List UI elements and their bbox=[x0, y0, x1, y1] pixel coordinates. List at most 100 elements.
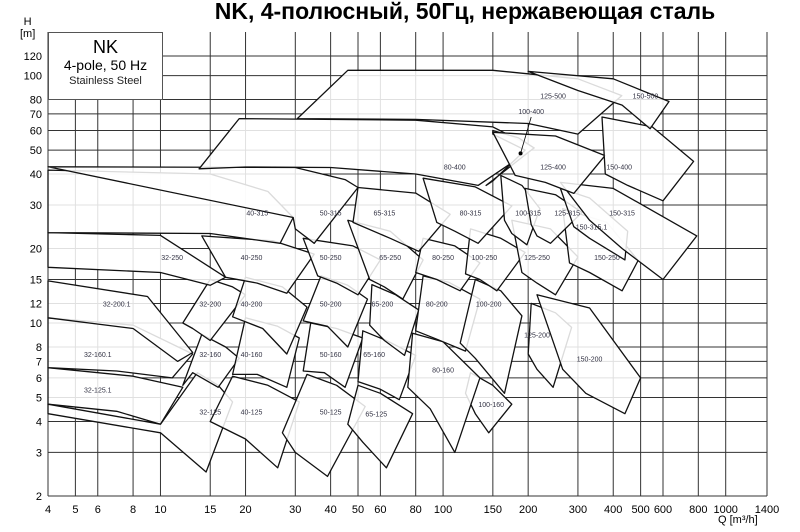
x-tick-label: 1000 bbox=[713, 504, 737, 516]
pump-label-80-160: 80-160 bbox=[432, 367, 454, 374]
x-tick-label: 20 bbox=[239, 504, 251, 516]
pump-label-40-200: 40-200 bbox=[241, 301, 263, 308]
pump-label-40-315: 40-315 bbox=[246, 210, 268, 217]
y-tick-label: 100 bbox=[24, 71, 42, 83]
legend-line-1: NK bbox=[92, 37, 118, 57]
pump-range-32-200.1 bbox=[47, 280, 194, 363]
y-tick-label: 7 bbox=[36, 356, 42, 368]
pump-label-32-200: 32-200 bbox=[199, 301, 221, 308]
legend-line-3: Stainless Steel bbox=[69, 75, 142, 87]
y-tick-label: 40 bbox=[30, 169, 42, 181]
pump-range-150-500 bbox=[527, 70, 670, 130]
pump-range-150-400 bbox=[601, 116, 695, 202]
y-tick-label: 120 bbox=[24, 51, 42, 63]
pump-label-100-200: 100-200 bbox=[476, 301, 502, 308]
x-tick-label: 40 bbox=[324, 504, 336, 516]
pump-range-32-160 bbox=[182, 333, 240, 388]
pump-label-150-400: 150-400 bbox=[606, 164, 632, 171]
pump-range-100-250 bbox=[464, 228, 526, 292]
x-tick-label: 800 bbox=[689, 504, 707, 516]
pump-label-65-250: 65-250 bbox=[379, 255, 401, 262]
pump-label-150-315.1: 150-315.1 bbox=[576, 225, 608, 232]
pump-range-100-200 bbox=[459, 278, 523, 394]
pump-label-65-160: 65-160 bbox=[363, 352, 385, 359]
x-tick-label: 1400 bbox=[755, 504, 779, 516]
pump-label-50-200: 50-200 bbox=[320, 301, 342, 308]
y-tick-label: 5 bbox=[36, 393, 42, 405]
pump-range-125-315 bbox=[524, 187, 583, 244]
legend-box: NK 4-pole, 50 Hz Stainless Steel bbox=[48, 32, 163, 100]
y-tick-label: 6 bbox=[36, 373, 42, 385]
y-tick-label: 70 bbox=[30, 109, 42, 121]
pump-label-50-125: 50-125 bbox=[320, 409, 342, 416]
pump-range-50-315 bbox=[47, 166, 359, 244]
y-tick-label: 60 bbox=[30, 125, 42, 137]
pump-label-125-500: 125-500 bbox=[540, 94, 566, 101]
pump-label-65-315: 65-315 bbox=[374, 210, 396, 217]
pump-label-100-315: 100-315 bbox=[515, 210, 541, 217]
x-tick-label: 400 bbox=[604, 504, 622, 516]
pump-label-125-250: 125-250 bbox=[524, 255, 550, 262]
y-tick-label: 30 bbox=[30, 200, 42, 212]
pump-label-40-160: 40-160 bbox=[241, 352, 263, 359]
y-tick-label: 12 bbox=[30, 298, 42, 310]
pump-range-150-200 bbox=[536, 294, 642, 415]
y-tick-label: 15 bbox=[30, 274, 42, 286]
pump-label-32-125.1: 32-125.1 bbox=[84, 387, 112, 394]
pump-label-32-250: 32-250 bbox=[161, 255, 183, 262]
y-axis-label-symbol: H bbox=[23, 16, 32, 28]
y-tick-label: 50 bbox=[30, 145, 42, 157]
x-tick-label: 30 bbox=[289, 504, 301, 516]
pump-label-50-250: 50-250 bbox=[320, 255, 342, 262]
pump-label-50-315: 50-315 bbox=[320, 210, 342, 217]
legend-line-2: 4-pole, 50 Hz bbox=[63, 57, 148, 73]
x-tick-label: 500 bbox=[631, 504, 649, 516]
pump-label-65-200: 65-200 bbox=[372, 301, 394, 308]
pump-label-50-160: 50-160 bbox=[320, 352, 342, 359]
y-tick-label: 80 bbox=[30, 95, 42, 107]
pump-label-32-160.1: 32-160.1 bbox=[84, 352, 112, 359]
y-tick-label: 2 bbox=[36, 491, 42, 503]
pump-label-32-200.1: 32-200.1 bbox=[103, 301, 131, 308]
x-tick-label: 50 bbox=[352, 504, 364, 516]
pump-label-125-315: 125-315 bbox=[554, 210, 580, 217]
y-axis-label: H [m] bbox=[20, 16, 35, 40]
x-tick-label: 150 bbox=[484, 504, 502, 516]
pump-range-50-125 bbox=[281, 373, 366, 478]
x-tick-label: 8 bbox=[130, 504, 136, 516]
pump-label-125-200: 125-200 bbox=[524, 332, 550, 339]
x-axis-label: Q [m³/h] bbox=[718, 514, 758, 526]
pump-label-150-250: 150-250 bbox=[594, 255, 620, 262]
pump-label-100-250: 100-250 bbox=[472, 255, 498, 262]
y-axis-label-unit: [m] bbox=[20, 28, 36, 40]
pump-label-40-125: 40-125 bbox=[241, 409, 263, 416]
pump-label-80-400: 80-400 bbox=[444, 164, 466, 171]
x-tick-label: 60 bbox=[374, 504, 386, 516]
annotation-leader bbox=[520, 116, 532, 154]
pump-range-40-125 bbox=[209, 375, 300, 469]
x-tick-label: 200 bbox=[519, 504, 537, 516]
pump-range-32-250 bbox=[47, 231, 227, 286]
pump-label-100-400: 100-400 bbox=[518, 109, 544, 116]
x-tick-label: 300 bbox=[569, 504, 587, 516]
pump-range-80-250 bbox=[415, 237, 481, 292]
pump-range-labels: 32-125.1 32-125 40-125 50-125 65-125 100-160 3… bbox=[84, 94, 658, 419]
pump-range-125-400 bbox=[492, 131, 606, 195]
x-tick-label: 10 bbox=[154, 504, 166, 516]
pump-label-150-200: 150-200 bbox=[577, 356, 603, 363]
x-tick-label: 15 bbox=[204, 504, 216, 516]
y-tick-label: 10 bbox=[30, 318, 42, 330]
axis-tick-labels: 4 5 6 8 10 15 20 30 40 50 60 80 100 150 200 300 400 500 60… bbox=[24, 51, 780, 516]
y-tick-label: 4 bbox=[36, 417, 42, 429]
pump-label-80-250: 80-250 bbox=[432, 255, 454, 262]
pump-label-40-250: 40-250 bbox=[241, 255, 263, 262]
pump-label-150-315: 150-315 bbox=[609, 210, 635, 217]
pump-range-100-315 bbox=[500, 174, 541, 246]
y-tick-label: 3 bbox=[36, 447, 42, 459]
pump-label-80-315: 80-315 bbox=[460, 210, 482, 217]
x-tick-label: 5 bbox=[72, 504, 78, 516]
pump-label-32-125: 32-125 bbox=[199, 409, 221, 416]
pump-label-100-160: 100-160 bbox=[478, 402, 504, 409]
pump-range-80-315 bbox=[422, 177, 513, 244]
x-tick-label: 600 bbox=[654, 504, 672, 516]
